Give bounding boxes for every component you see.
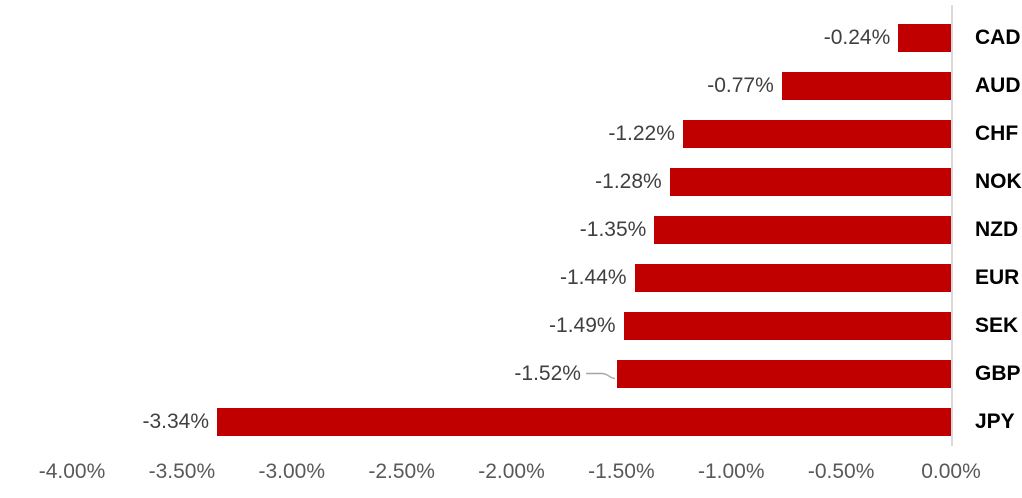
- data-label-eur: -1.44%: [560, 265, 627, 289]
- category-label-nzd: NZD: [975, 217, 1019, 241]
- data-label-nok: -1.28%: [595, 169, 662, 193]
- data-label-leader-line-gbp: [585, 368, 616, 386]
- data-label-chf: -1.22%: [608, 121, 675, 145]
- category-label-chf: CHF: [975, 121, 1019, 145]
- bar-cad: [898, 23, 951, 52]
- bar-eur: [634, 263, 951, 292]
- bar-chf: [682, 119, 951, 148]
- bar-nok: [669, 167, 951, 196]
- x-axis-tick-200: -2.00%: [478, 460, 545, 483]
- bar-gbp: [616, 359, 951, 388]
- category-label-nok: NOK: [975, 169, 1022, 193]
- category-label-cad: CAD: [975, 25, 1021, 49]
- bar-nzd: [654, 215, 951, 244]
- x-axis-tick-350: -3.50%: [148, 460, 216, 483]
- category-label-gbp: GBP: [975, 361, 1021, 385]
- x-axis-tick-250: -2.50%: [368, 460, 435, 483]
- data-label-cad: -0.24%: [823, 25, 891, 49]
- category-label-sek: SEK: [975, 313, 1019, 337]
- category-label-aud: AUD: [975, 73, 1021, 97]
- x-axis-tick-100: -1.00%: [697, 460, 765, 483]
- bar-aud: [781, 71, 951, 100]
- zero-baseline-axis-line: [950, 5, 953, 446]
- data-label-sek: -1.49%: [549, 313, 616, 337]
- data-label-jpy: -3.34%: [142, 409, 210, 433]
- bar-sek: [623, 311, 951, 340]
- category-label-jpy: JPY: [975, 409, 1015, 433]
- category-label-eur: EUR: [975, 265, 1020, 289]
- data-label-gbp: -1.52%: [514, 361, 581, 385]
- x-axis-tick-000: 0.00%: [921, 460, 981, 483]
- x-axis-tick-050: -0.50%: [807, 460, 875, 483]
- x-axis-tick-150: -1.50%: [588, 460, 655, 483]
- x-axis-tick-300: -3.00%: [258, 460, 326, 483]
- bar-jpy: [217, 407, 951, 436]
- x-axis-tick-400: -4.00%: [38, 460, 106, 483]
- data-label-aud: -0.77%: [707, 73, 774, 97]
- data-label-nzd: -1.35%: [579, 217, 647, 241]
